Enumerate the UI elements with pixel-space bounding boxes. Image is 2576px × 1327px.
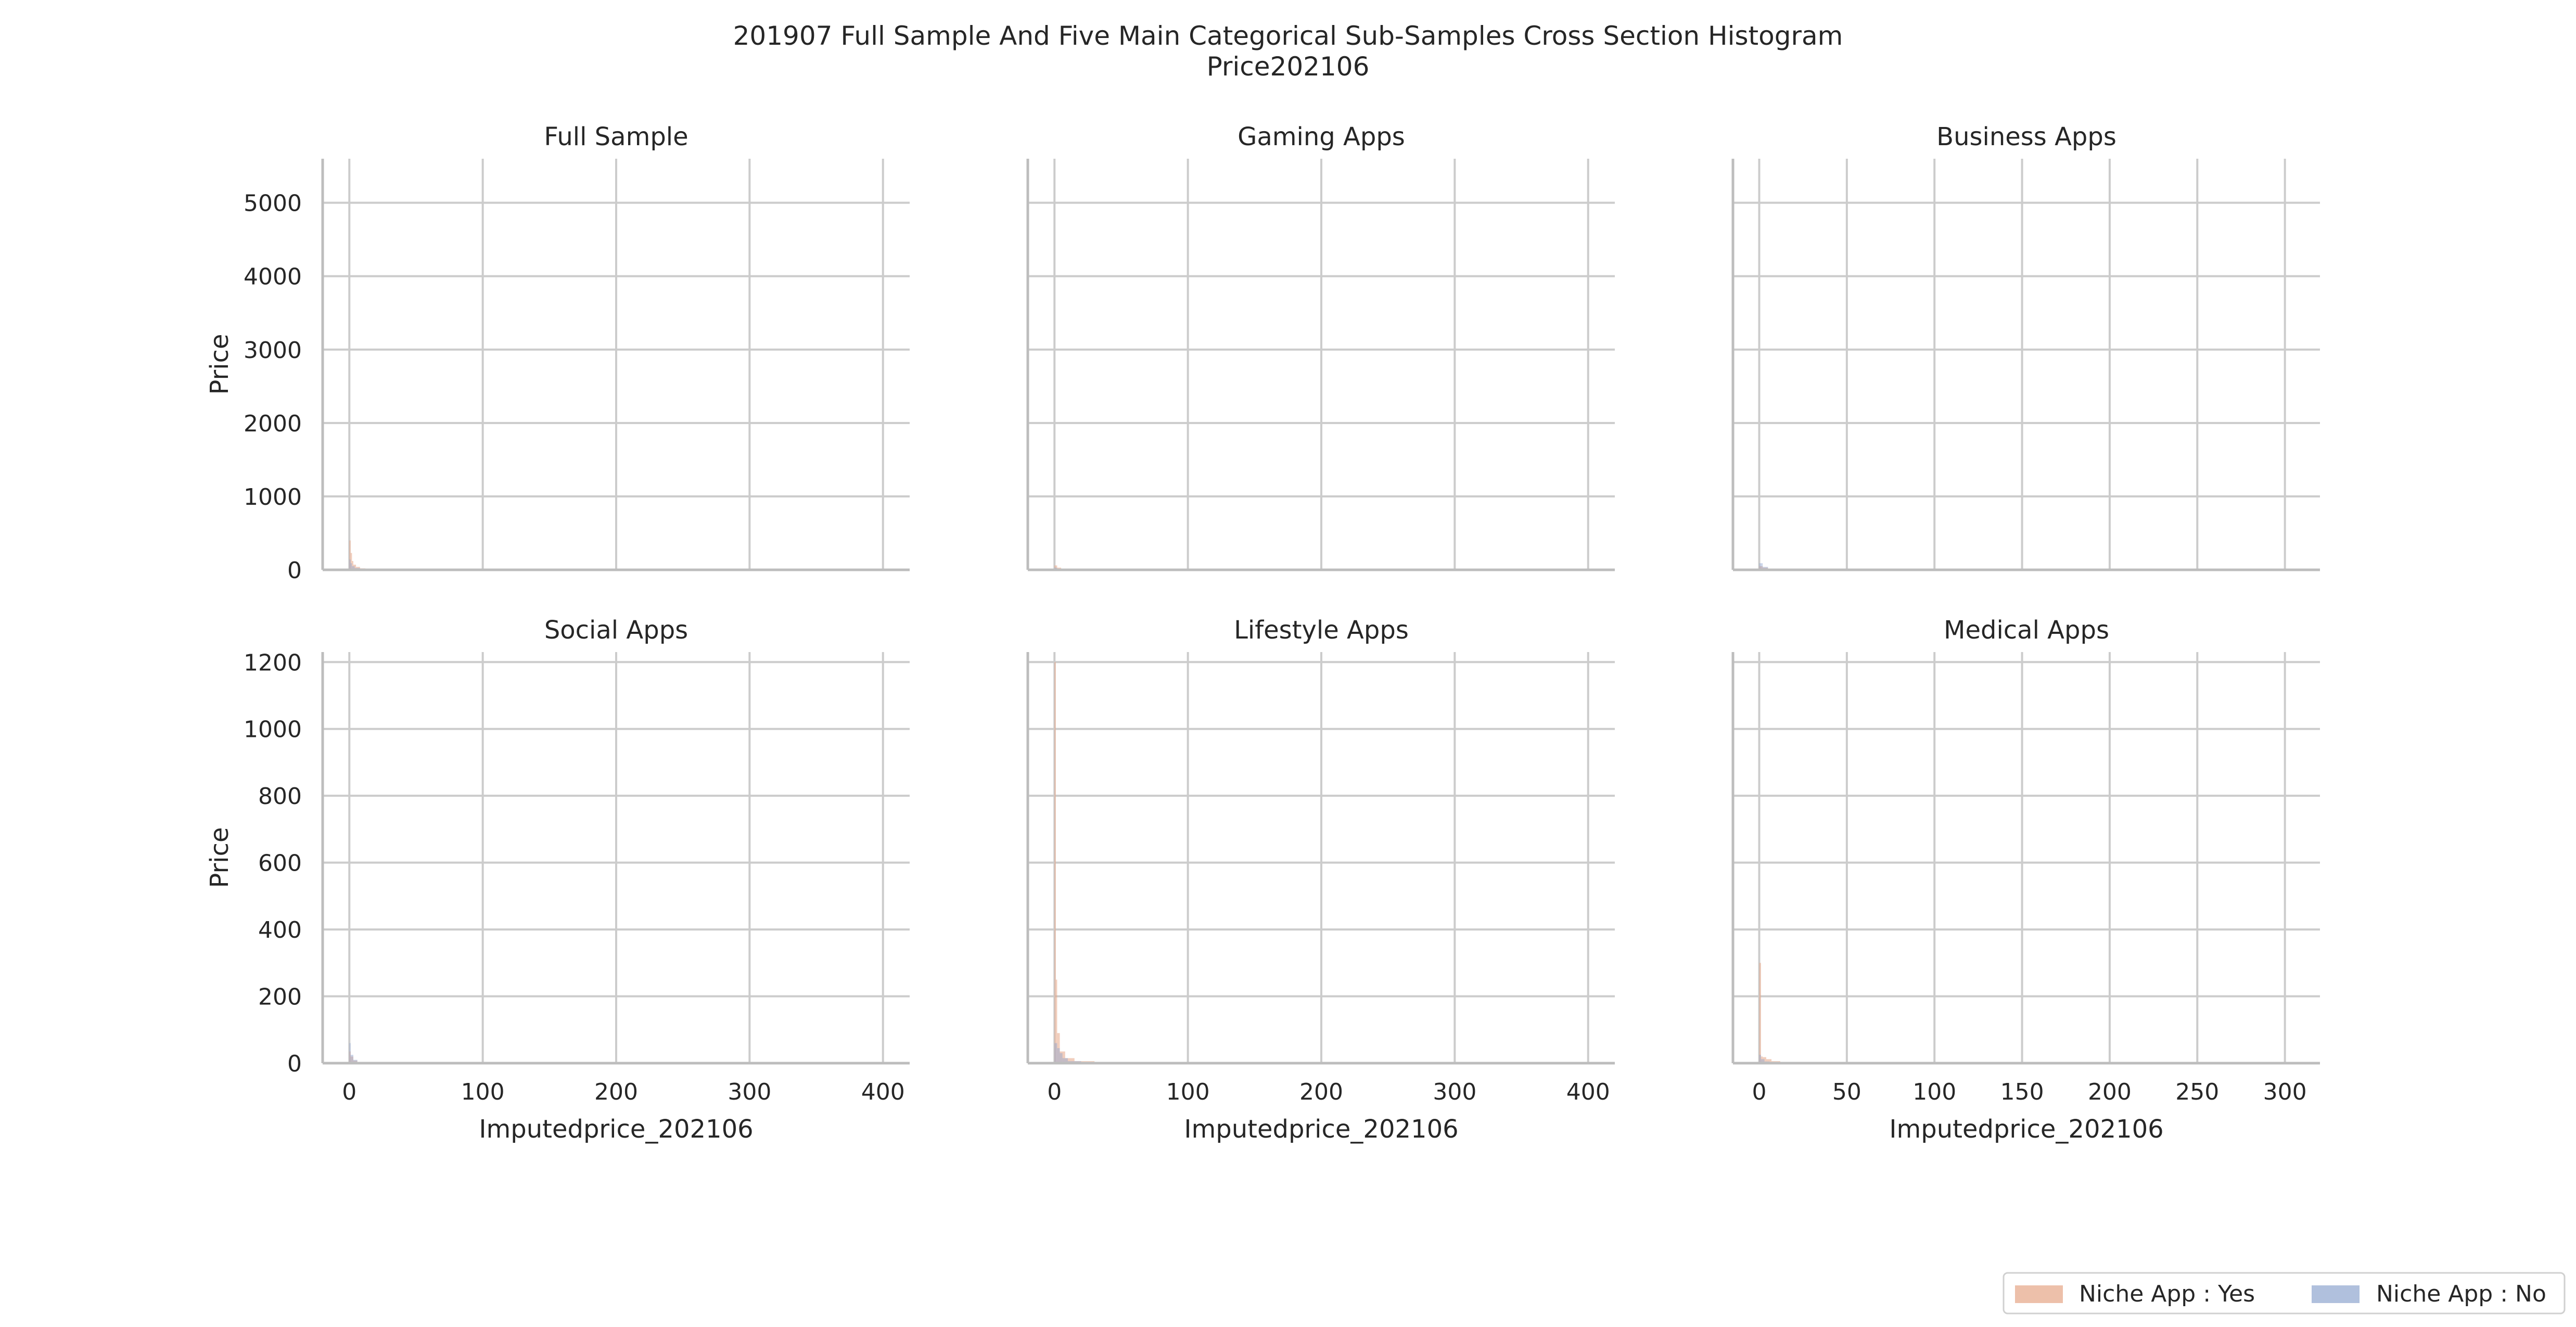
x-axis-label: Imputedprice_202106 xyxy=(479,1115,753,1144)
histogram-bar xyxy=(1055,979,1057,1063)
x-tick-label: 0 xyxy=(342,1079,356,1105)
series-niche-app-yes xyxy=(1759,963,1794,1063)
x-tick-label: 300 xyxy=(2263,1079,2307,1105)
x-axis-label: Imputedprice_202106 xyxy=(1889,1115,2163,1144)
x-tick-label: 150 xyxy=(2000,1079,2044,1105)
x-tick-label: 50 xyxy=(1832,1079,1861,1105)
figure-title-line2: Price202106 xyxy=(1207,52,1370,82)
histogram-bar xyxy=(1761,1056,1763,1063)
histogram-bar xyxy=(1057,1048,1060,1063)
panel-title: Medical Apps xyxy=(1944,616,2109,645)
histogram-bar xyxy=(350,563,352,570)
x-tick-label: 300 xyxy=(1433,1079,1476,1105)
y-tick-label: 400 xyxy=(258,917,302,943)
histogram-bar xyxy=(1759,1054,1761,1063)
y-tick-label: 600 xyxy=(258,850,302,877)
histogram-bar xyxy=(1060,1051,1065,1063)
panel-full-sample: Full Sample 0 1000 2000 3000 4000 5000 Price xyxy=(205,122,910,584)
series-niche-app-yes xyxy=(349,1051,358,1063)
y-tick-label: 1000 xyxy=(244,717,302,743)
histogram-bar xyxy=(353,1060,358,1063)
x-tick-label: 200 xyxy=(2088,1079,2132,1105)
panel-title: Lifestyle Apps xyxy=(1234,616,1409,645)
x-tick-label: 200 xyxy=(1299,1079,1343,1105)
series-niche-app-yes xyxy=(349,540,376,570)
histogram-bar xyxy=(1759,566,1763,570)
y-tick-label: 5000 xyxy=(244,190,302,217)
histogram-bar xyxy=(1054,565,1057,570)
x-tick-label: 400 xyxy=(861,1079,905,1105)
histogram-bar xyxy=(1054,662,1056,1063)
histogram-bar xyxy=(1763,1057,1766,1063)
x-tick-label: 300 xyxy=(728,1079,771,1105)
histogram-bar xyxy=(1759,963,1761,1063)
histogram-bar xyxy=(1763,567,1768,570)
histogram-bar xyxy=(352,561,353,570)
histogram-bar xyxy=(349,1051,351,1063)
x-tick-label: 0 xyxy=(1752,1079,1767,1105)
histogram-bar xyxy=(1062,1058,1068,1063)
panel-gaming-apps: Gaming Apps xyxy=(1026,122,1615,571)
y-tick-label: 2000 xyxy=(244,411,302,437)
histogram-bar xyxy=(1054,1043,1057,1063)
histogram-bar xyxy=(349,559,351,570)
histogram-bar xyxy=(352,566,355,570)
x-tick-label: 400 xyxy=(1566,1079,1610,1105)
panel-title: Social Apps xyxy=(544,616,688,645)
histogram-bar xyxy=(1057,1033,1060,1063)
histogram-bar xyxy=(353,565,356,570)
histogram-bar xyxy=(353,1060,358,1063)
panel-title: Gaming Apps xyxy=(1238,122,1405,151)
panel-title: Full Sample xyxy=(544,122,688,151)
x-tick-label: 200 xyxy=(594,1079,638,1105)
panel-business-apps: Business Apps xyxy=(1731,122,2320,571)
histogram-bar xyxy=(356,567,360,570)
histogram-bar xyxy=(1759,563,1763,570)
y-tick-label: 0 xyxy=(287,557,302,584)
y-axis-label: Price xyxy=(205,334,234,394)
y-tick-label: 4000 xyxy=(244,264,302,290)
legend-swatch-niche-yes xyxy=(2015,1285,2063,1303)
histogram-bar xyxy=(349,540,351,570)
panel-medical-apps: Medical Apps 0 50 100 150 200 250 300 Imputedpri… xyxy=(1731,616,2320,1144)
histogram-bar xyxy=(1766,1059,1772,1063)
series-niche-app-no xyxy=(349,1043,358,1063)
histogram-bar xyxy=(1060,1053,1063,1063)
legend: Niche App : Yes Niche App : No xyxy=(2003,1272,2566,1315)
legend-label-niche-no: Niche App : No xyxy=(2376,1281,2546,1307)
histogram-bar xyxy=(350,1056,353,1063)
legend-label-niche-yes: Niche App : Yes xyxy=(2079,1281,2255,1307)
histogram-bar xyxy=(350,1054,353,1063)
y-tick-label: 0 xyxy=(287,1051,302,1077)
facet-grid: Full Sample010002000300040005000PriceGam… xyxy=(205,122,2320,1144)
histogram-bar xyxy=(350,553,352,570)
x-axis-label: Imputedprice_202106 xyxy=(1184,1115,1458,1144)
panel-title: Business Apps xyxy=(1936,122,2116,151)
y-tick-label: 3000 xyxy=(244,337,302,364)
y-tick-label: 800 xyxy=(258,783,302,810)
y-tick-label: 1000 xyxy=(244,484,302,511)
histogram-bar xyxy=(1065,1058,1075,1063)
panel-social-apps: Social Apps 0 200 400 600 800 1000 1200 0 100 200 3… xyxy=(205,616,910,1144)
histogram-bar xyxy=(349,1043,351,1063)
panel-lifestyle-apps: Lifestyle Apps 0 100 200 300 400 Imputedprice_… xyxy=(1026,616,1615,1144)
x-tick-label: 100 xyxy=(461,1079,505,1105)
legend-frame xyxy=(2003,1272,2566,1315)
x-tick-label: 0 xyxy=(1047,1079,1062,1105)
legend-swatch-niche-no xyxy=(2312,1285,2360,1303)
y-tick-label: 200 xyxy=(258,984,302,1011)
y-tick-label: 1200 xyxy=(244,649,302,676)
histogram-bar xyxy=(1761,1059,1765,1063)
figure-title-line1: 201907 Full Sample And Five Main Categor… xyxy=(733,21,1843,51)
x-tick-label: 250 xyxy=(2175,1079,2219,1105)
x-tick-label: 100 xyxy=(1166,1079,1210,1105)
y-axis-label: Price xyxy=(205,827,234,888)
x-tick-label: 100 xyxy=(1912,1079,1956,1105)
